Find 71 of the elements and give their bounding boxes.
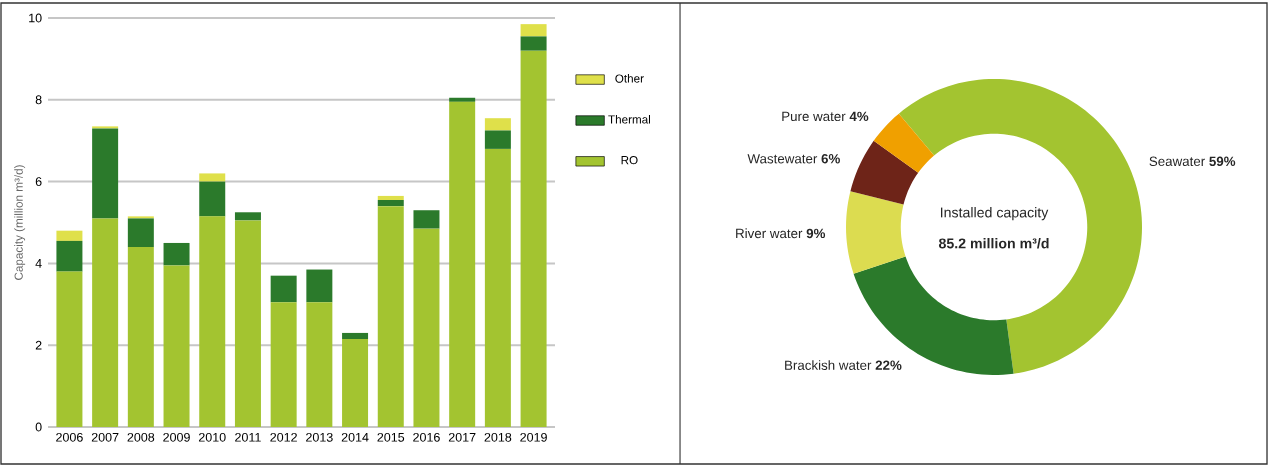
x-tick-label: 2009 — [163, 432, 190, 442]
legend-label: Thermal — [608, 115, 650, 124]
bar — [199, 173, 226, 182]
x-tick-label: 2013 — [306, 432, 333, 442]
bar — [234, 212, 261, 221]
bar — [413, 228, 440, 427]
data-label: 9% — [806, 228, 826, 239]
data-label: 4% — [849, 111, 869, 122]
bar — [377, 195, 404, 200]
data-label: 6% — [821, 154, 840, 164]
bar — [56, 271, 83, 427]
bar — [199, 216, 226, 427]
bar — [520, 50, 547, 427]
bar — [92, 218, 119, 427]
x-tick-label: 2019 — [520, 432, 547, 442]
x-tick-label: 2008 — [127, 432, 155, 442]
x-tick-label: 2018 — [484, 432, 512, 442]
bar — [520, 24, 547, 37]
y-tick-label: 2 — [35, 340, 42, 350]
bar — [92, 128, 119, 219]
bar — [270, 302, 297, 427]
x-tick-label: 2011 — [235, 432, 261, 442]
x-tick-label: 2014 — [341, 432, 369, 442]
y-tick-label: 10 — [29, 13, 42, 23]
slice-label: Seawater — [1149, 156, 1205, 167]
bar — [342, 339, 369, 427]
bar — [127, 247, 154, 427]
bar — [270, 275, 297, 303]
bar — [520, 36, 547, 51]
slice-label: River water — [736, 228, 803, 239]
bar — [484, 130, 511, 149]
bar — [56, 230, 83, 241]
y-tick-label: 4 — [35, 259, 42, 268]
y-tick-label: 6 — [35, 177, 42, 187]
bar — [92, 126, 119, 129]
bar — [163, 242, 190, 266]
bar — [377, 200, 404, 207]
bar — [199, 181, 226, 217]
x-tick-label: 2015 — [377, 432, 405, 442]
slice-label: Brackish water — [785, 360, 872, 370]
bar — [484, 148, 511, 427]
x-tick-label: 2007 — [91, 432, 119, 442]
bar — [56, 240, 83, 272]
bar — [234, 220, 261, 427]
text: 85.2 million m³/d — [938, 238, 1049, 249]
x-tick-label: 2016 — [413, 432, 440, 442]
text: Installed capacity — [940, 207, 1049, 221]
bar — [127, 216, 154, 219]
x-tick-label: 2006 — [56, 432, 83, 442]
data-label: 59% — [1209, 156, 1236, 167]
bar — [342, 332, 369, 340]
bar — [306, 302, 333, 427]
bar — [306, 269, 333, 303]
y-tick-label: 8 — [35, 95, 42, 105]
bar — [377, 206, 404, 427]
bar — [484, 118, 511, 131]
bar — [449, 97, 476, 102]
bar — [163, 265, 190, 427]
slice-label: Wastewater — [747, 154, 818, 164]
x-tick-label: 2012 — [270, 432, 297, 442]
y-axis-title: Capacity (million m³/d) — [14, 165, 26, 280]
slice-label: Pure water — [782, 111, 846, 122]
y-tick-label: 0 — [35, 422, 42, 432]
bar — [127, 218, 154, 248]
x-tick-label: 2010 — [198, 432, 226, 442]
bar — [449, 101, 476, 427]
legend-label: RO — [621, 156, 638, 165]
bar — [413, 210, 440, 229]
legend-label: Other — [615, 74, 644, 83]
x-tick-label: 2017 — [448, 432, 476, 442]
data-label: 22% — [875, 360, 902, 370]
